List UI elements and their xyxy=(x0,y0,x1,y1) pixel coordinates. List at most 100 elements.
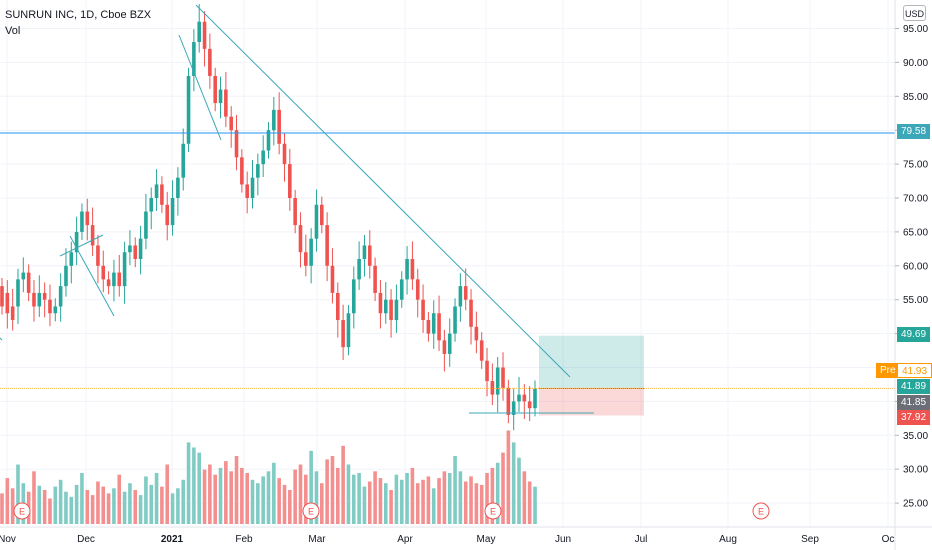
candle-body xyxy=(410,259,415,280)
time-tick-label: Oc xyxy=(882,534,895,545)
candle-body xyxy=(256,164,260,178)
volume-bar xyxy=(511,442,516,524)
candle-body xyxy=(144,211,148,239)
candle-body xyxy=(517,394,521,402)
volume-bar xyxy=(160,486,164,524)
price-tick-label: 85.00 xyxy=(903,92,928,103)
volume-bar xyxy=(133,490,138,524)
volume-bar xyxy=(53,486,58,524)
volume-bar xyxy=(80,473,84,524)
trend-line xyxy=(0,337,3,341)
volume-bar xyxy=(96,481,100,524)
trend-channel-line xyxy=(69,235,115,317)
position-tool[interactable] xyxy=(539,335,644,416)
price-tick-label: 75.00 xyxy=(903,160,928,171)
volume-bar xyxy=(197,452,202,524)
candle-body xyxy=(351,279,356,314)
volume-bar xyxy=(341,445,345,524)
candle-body xyxy=(314,204,319,239)
volume-bar xyxy=(522,471,527,524)
candle-body xyxy=(106,279,111,287)
candle-body xyxy=(69,252,74,266)
candle-body xyxy=(229,116,233,131)
candlesticks xyxy=(0,4,537,431)
candle-body xyxy=(437,313,441,341)
candle-body xyxy=(421,299,425,321)
candle-body xyxy=(64,265,68,287)
candle-body xyxy=(250,177,255,198)
volume-bar xyxy=(208,464,212,524)
candle-body xyxy=(170,198,175,226)
volume-bar xyxy=(351,474,356,524)
volume-bar xyxy=(458,471,463,524)
entry-price-tag: 41.85 xyxy=(897,395,931,410)
volume-bar xyxy=(506,430,511,524)
price-axis[interactable]: 95.0090.0085.0080.0075.0070.0065.0060.00… xyxy=(894,0,928,550)
volume-bar xyxy=(176,488,180,524)
stop-price-tag: 37.92 xyxy=(897,410,931,425)
time-tick-label: May xyxy=(477,534,496,545)
volume-bar xyxy=(42,490,47,524)
candle-body xyxy=(405,259,409,280)
trend-lines[interactable] xyxy=(0,4,895,414)
volume-bar xyxy=(533,486,537,524)
volume-bar xyxy=(410,467,415,524)
volume-bar xyxy=(426,476,431,524)
volume-bar xyxy=(218,467,223,524)
volume-bar xyxy=(367,481,372,524)
price-tick-label: 30.00 xyxy=(903,465,928,476)
volume-bar xyxy=(117,474,122,524)
time-tick-label: Mar xyxy=(308,534,326,545)
volume-bars xyxy=(0,430,537,524)
candle-body xyxy=(298,225,303,253)
candle-body xyxy=(96,245,100,266)
candle-body xyxy=(282,143,287,165)
volume-bar xyxy=(330,456,335,524)
candle-body xyxy=(0,286,4,307)
candle-body xyxy=(149,198,154,212)
candle-body xyxy=(335,292,340,321)
hline-price-tag: 79.58 xyxy=(897,124,931,139)
candle-body xyxy=(309,238,313,266)
candle-body xyxy=(447,333,452,354)
candle-body xyxy=(320,204,324,226)
volume-bar xyxy=(224,461,228,524)
candle-body xyxy=(442,340,447,354)
candle-body xyxy=(495,367,500,395)
candle-body xyxy=(53,306,58,314)
volume-bar xyxy=(485,473,489,524)
premarket-label: Pre xyxy=(876,363,897,378)
time-tick-label: Jun xyxy=(555,534,571,545)
candle-body xyxy=(48,299,52,314)
candle-body xyxy=(58,286,63,307)
candle-body xyxy=(469,299,473,327)
candle-body xyxy=(197,21,202,43)
candle-body xyxy=(463,286,468,300)
currency-badge[interactable]: USD xyxy=(903,5,926,21)
candle-body xyxy=(346,313,351,348)
trend-channel-line xyxy=(59,234,104,257)
candle-body xyxy=(154,184,159,198)
volume-bar xyxy=(261,476,265,524)
candle-body xyxy=(277,109,281,144)
candle-body xyxy=(415,279,420,300)
volume-bar xyxy=(421,479,425,524)
volume-bar xyxy=(229,471,233,524)
candle-body xyxy=(192,42,196,76)
candle-body xyxy=(522,394,527,402)
candle-body xyxy=(101,265,106,280)
candle-body xyxy=(37,292,42,307)
volume-bar xyxy=(309,450,313,524)
volume-bar xyxy=(64,491,68,524)
volume-bar xyxy=(181,479,186,524)
volume-bar xyxy=(453,456,457,524)
candle-body xyxy=(16,279,20,307)
earnings-marker xyxy=(484,502,502,520)
price-tick-label: 55.00 xyxy=(903,295,928,306)
volume-bar xyxy=(373,471,377,524)
volume-bar xyxy=(74,484,79,524)
time-axis[interactable]: Nov Dec 2021 Feb Mar Apr May Jun Jul Aug Sep Oc xyxy=(0,526,932,545)
volume-bar xyxy=(58,479,63,524)
